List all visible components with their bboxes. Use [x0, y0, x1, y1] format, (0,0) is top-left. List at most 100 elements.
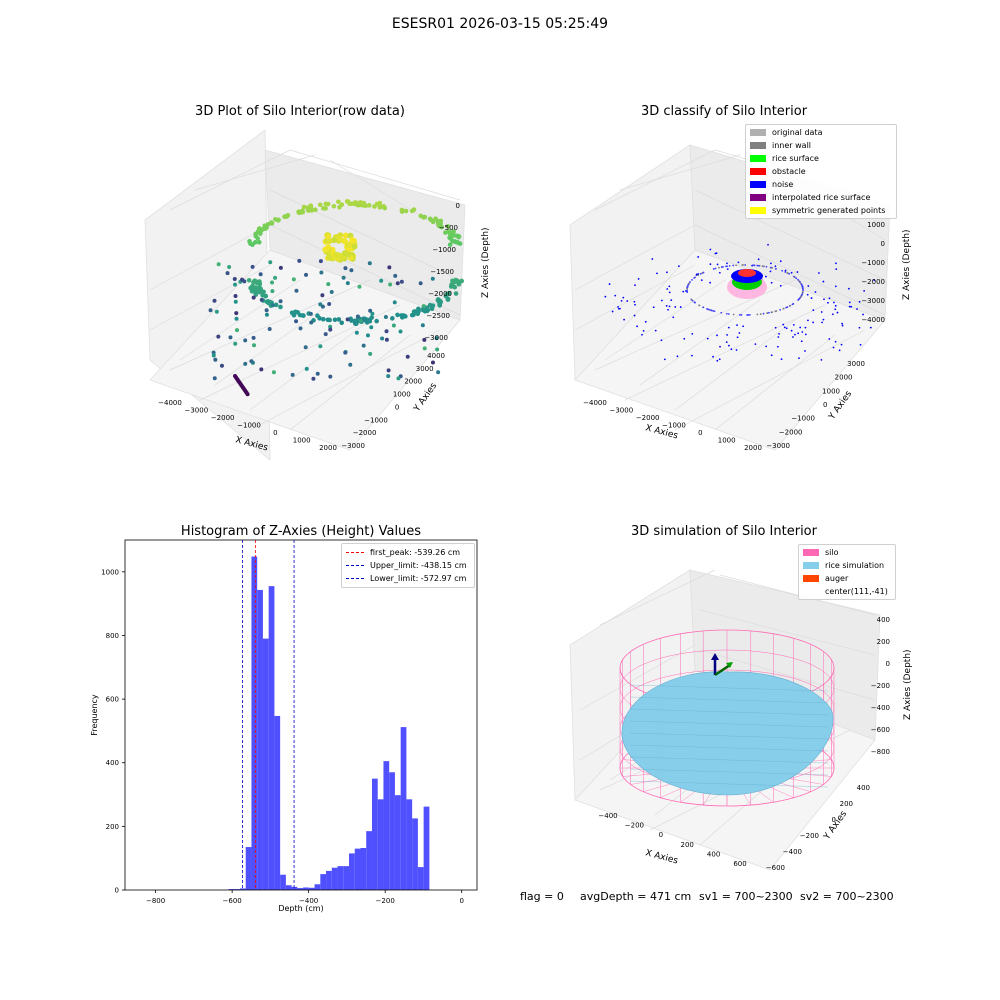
classify-point [728, 344, 730, 347]
raw-point [384, 329, 389, 334]
classify-point [660, 339, 663, 342]
raw-point [327, 317, 332, 323]
raw-point [327, 302, 332, 307]
classify-point [714, 267, 717, 270]
histogram-x-tick: −600 [223, 897, 242, 905]
histogram-bars [228, 556, 430, 890]
gridline [269, 189, 461, 281]
histogram-bar [360, 848, 367, 890]
histogram-bar [331, 867, 338, 890]
raw-point [301, 313, 306, 318]
raw-point [435, 221, 441, 226]
classify-point [626, 300, 629, 302]
rice-mesh-line [629, 768, 829, 776]
simulation-z-tick: −400 [871, 704, 890, 712]
histogram-bar [297, 888, 304, 890]
classify-z-tick: −2000 [861, 278, 885, 286]
raw-point [309, 208, 315, 213]
gridline [149, 224, 271, 291]
classify-point [691, 333, 694, 335]
histogram-bar [394, 795, 401, 890]
classify-point [814, 291, 817, 293]
histogram-bar [377, 799, 384, 890]
legend-swatch [803, 562, 819, 569]
classify-point [792, 336, 794, 338]
raw-point [445, 224, 451, 229]
simulation-x-tick: −400 [598, 812, 617, 820]
gridline [269, 224, 461, 316]
raw-point [439, 224, 445, 230]
classify-point [859, 343, 862, 346]
classify-point [712, 268, 715, 270]
classify-point [836, 311, 839, 314]
raw-point [326, 282, 331, 287]
classify-point [620, 299, 623, 302]
classify-point [676, 355, 679, 358]
raw-point [409, 312, 415, 318]
rice-mesh-line [629, 732, 829, 740]
legend-entry: Lower_limit: -572.97 cm [342, 572, 474, 585]
raw-point [234, 316, 239, 321]
status-sv2: sv2 = 700~2300 [800, 890, 894, 903]
raw-point [390, 316, 395, 321]
legend-entry: symmetric generated points [746, 204, 896, 217]
classify-point [779, 260, 782, 263]
classify-point [720, 311, 723, 314]
raw-x-tick: −3000 [184, 407, 208, 415]
histogram-bar [343, 866, 350, 890]
classify-point [683, 337, 686, 340]
raw-point [320, 304, 325, 309]
classify-point [718, 271, 721, 274]
classify-point [726, 268, 729, 271]
histogram-bar [337, 866, 344, 890]
raw-x-tick: −4000 [158, 399, 182, 407]
raw-point [421, 215, 426, 220]
raw-point [325, 244, 332, 251]
simulation-3d-plot: −400 −200 0 200 400 600 −600 −400 −200 0 200 400 4… [569, 569, 913, 872]
classify-point [727, 313, 730, 315]
classify-point [841, 324, 844, 327]
classify-point [810, 297, 813, 299]
classify-point [858, 300, 861, 303]
raw-point [434, 336, 439, 341]
classify-point [756, 264, 759, 267]
raw-point [395, 281, 400, 286]
simulation-z-ticks: 400 200 0 −200 −400 −600 −800 [871, 616, 890, 756]
classify-point [792, 323, 795, 326]
classify-point [834, 308, 837, 311]
classify-point [608, 283, 611, 285]
gridline [289, 149, 461, 201]
legend-label: interpolated rice surface [772, 193, 871, 202]
gridline [574, 224, 696, 291]
classify-point [690, 298, 693, 301]
raw-point [326, 238, 333, 245]
raw-point [305, 207, 311, 213]
classify-x-tick: −3000 [609, 407, 633, 415]
raw-point [421, 304, 426, 309]
legend-entry: noise [746, 178, 896, 191]
classify-point [756, 313, 759, 316]
gridline [604, 279, 726, 361]
legend-label: noise [772, 180, 794, 189]
legend-line-swatch [346, 552, 364, 553]
legend-swatch [750, 155, 766, 162]
classify-point [848, 305, 851, 308]
raw-point [342, 232, 349, 239]
classify-point [726, 334, 729, 336]
rice-simulation-surface [621, 671, 834, 796]
classify-point [691, 278, 693, 281]
classify-z-tick: 0 [881, 240, 885, 248]
raw-point [273, 275, 278, 280]
classify-point [633, 314, 636, 317]
classify-point [651, 258, 654, 260]
classify-point [666, 288, 669, 290]
raw-point [211, 350, 216, 355]
classify-point [697, 274, 700, 277]
histogram-bar [257, 589, 263, 890]
classify-point [806, 293, 809, 296]
raw-point [254, 280, 260, 286]
classify-point [796, 271, 799, 273]
raw-point [228, 335, 233, 340]
raw-point [367, 261, 372, 266]
classify-point [742, 264, 744, 266]
